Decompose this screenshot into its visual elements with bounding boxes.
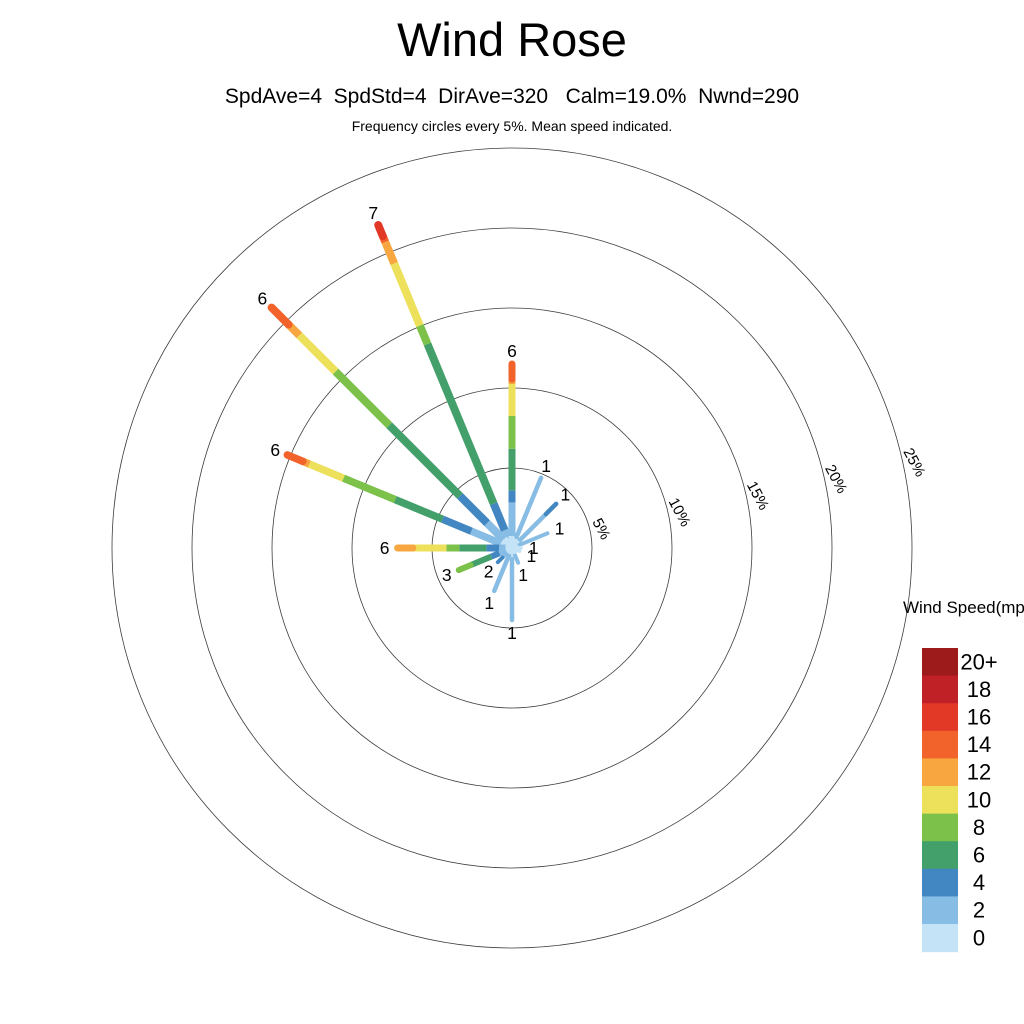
legend-label-16: 16 bbox=[967, 705, 991, 730]
mean-speed-label-ESE: 1 bbox=[527, 546, 537, 566]
spoke-segment-NNW-4mph bbox=[489, 502, 509, 532]
spoke-segment-WNW-10mph bbox=[308, 460, 345, 482]
spoke-segment-NW-8mph bbox=[332, 368, 393, 429]
legend-swatch-4 bbox=[922, 868, 958, 897]
legend-swatch-12 bbox=[922, 758, 958, 787]
spoke-segment-WSW-4mph bbox=[490, 550, 501, 560]
spoke-segment-WSW-8mph bbox=[455, 562, 474, 574]
spoke-segment-NNW-16mph bbox=[374, 221, 387, 241]
mean-speed-label-W: 6 bbox=[380, 538, 390, 558]
spoke-segment-WNW-6mph bbox=[393, 496, 444, 523]
legend-label-4: 4 bbox=[973, 870, 985, 895]
legend-swatch-0 bbox=[922, 924, 958, 953]
spoke-segment-WSW-6mph bbox=[469, 553, 493, 568]
legend-swatch-18 bbox=[922, 675, 958, 704]
frequency-ring-label: 15% bbox=[743, 479, 772, 513]
legend-label-12: 12 bbox=[967, 760, 991, 785]
legend-label-8: 8 bbox=[973, 815, 985, 840]
chart-stats-line: SpdAve=4 SpdStd=4 DirAve=320 Calm=19.0% … bbox=[224, 85, 800, 108]
legend-swatch-14 bbox=[922, 730, 958, 759]
spoke-segment-WNW-2mph bbox=[469, 527, 503, 547]
mean-speed-label-SW: 2 bbox=[484, 561, 494, 581]
spoke-segment-NW-6mph bbox=[386, 422, 463, 499]
spoke-segment-NNW-2mph bbox=[500, 528, 513, 541]
spoke-segment-NE-2mph bbox=[517, 512, 548, 543]
spoke-WSW bbox=[455, 545, 514, 574]
legend-title: Wind Speed(mph) bbox=[903, 598, 1024, 617]
legend-swatch-2 bbox=[922, 896, 958, 925]
mean-speed-label-E: 1 bbox=[529, 538, 539, 558]
spoke-segment-NNW-6mph bbox=[423, 342, 498, 506]
legend-swatch-8 bbox=[922, 813, 958, 842]
legend-label-2: 2 bbox=[973, 898, 985, 923]
spoke-segment-WNW-4mph bbox=[441, 515, 473, 535]
spoke-segment-NNE-2mph bbox=[514, 475, 544, 540]
mean-speed-label-ENE: 1 bbox=[555, 518, 565, 538]
frequency-ring-label: 5% bbox=[588, 516, 613, 543]
legend-label-10: 10 bbox=[967, 787, 991, 812]
spoke-segment-NW-10mph bbox=[296, 332, 339, 375]
spoke-segment-NNW-8mph bbox=[416, 323, 432, 346]
mean-speed-label-NE: 1 bbox=[560, 485, 570, 505]
spoke-segment-NW-14mph bbox=[267, 303, 293, 329]
spoke-NW bbox=[267, 303, 515, 551]
spoke-segment-WNW-14mph bbox=[283, 451, 307, 466]
frequency-ring-20% bbox=[191, 227, 833, 869]
mean-speed-label-SSE: 1 bbox=[518, 565, 528, 585]
spoke-segment-NNW-12mph bbox=[381, 240, 398, 265]
mean-speed-label-WSW: 3 bbox=[442, 565, 452, 585]
calm-center-dot bbox=[505, 541, 519, 555]
frequency-ring-15% bbox=[271, 307, 753, 789]
frequency-ring-label: 10% bbox=[665, 495, 694, 529]
legend-label-6: 6 bbox=[973, 843, 985, 868]
legend-swatch-16 bbox=[922, 703, 958, 732]
chart-subtitle-note: Frequency circles every 5%. Mean speed i… bbox=[351, 118, 673, 134]
frequency-ring-labels: 5% 10% 15% 20% 25% bbox=[588, 445, 928, 542]
mean-speed-label-S: 1 bbox=[507, 623, 517, 643]
spoke-segment-SSW-2mph bbox=[491, 553, 512, 594]
legend-label-20+: 20+ bbox=[960, 649, 997, 674]
spoke-segment-SW-4mph bbox=[495, 555, 505, 565]
mean-speed-label-NW: 6 bbox=[258, 288, 268, 308]
spoke-segment-SSE-2mph bbox=[512, 551, 521, 565]
mean-speed-label-WNW: 6 bbox=[270, 440, 280, 460]
mean-speed-label-NNE: 1 bbox=[541, 456, 551, 476]
legend-swatch-20+ bbox=[922, 648, 958, 677]
direction-spokes bbox=[267, 221, 559, 623]
frequency-ring-label: 25% bbox=[899, 445, 928, 479]
frequency-ring-25% bbox=[111, 147, 913, 949]
frequency-ring-label: 20% bbox=[821, 462, 850, 496]
spoke-segment-ENE-2mph bbox=[517, 531, 550, 547]
spoke-segment-NNW-10mph bbox=[390, 261, 424, 328]
legend-swatch-10 bbox=[922, 786, 958, 815]
spoke-segment-NW-4mph bbox=[457, 493, 490, 526]
legend-label-0: 0 bbox=[973, 925, 985, 950]
legend-label-14: 14 bbox=[967, 732, 991, 757]
mean-speed-label-NNW: 7 bbox=[368, 203, 378, 223]
mean-speed-label-SSW: 1 bbox=[484, 593, 494, 613]
chart-title: Wind Rose bbox=[397, 13, 627, 66]
mean-speed-label-N: 6 bbox=[507, 341, 517, 361]
spoke-segment-NW-2mph bbox=[484, 520, 507, 543]
spoke-segment-WNW-8mph bbox=[342, 474, 397, 504]
legend-label-18: 18 bbox=[967, 677, 991, 702]
spoke-segment-NE-4mph bbox=[543, 501, 559, 517]
legend-swatch-6 bbox=[922, 841, 958, 870]
